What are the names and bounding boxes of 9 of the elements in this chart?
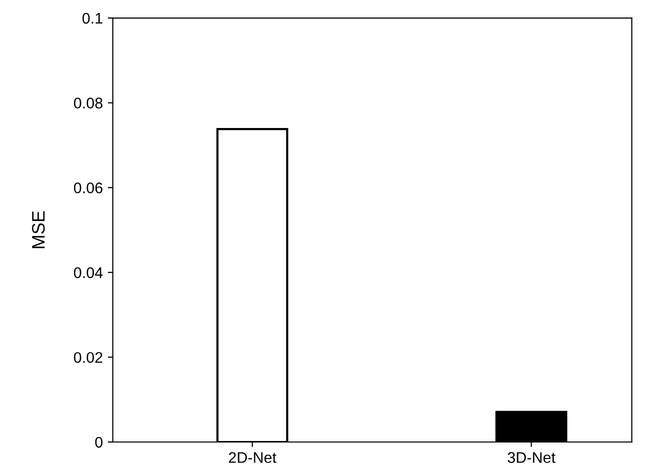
y-axis-title: MSE bbox=[32, 211, 45, 248]
y-tick-label: 0.08 bbox=[74, 98, 102, 108]
y-tick-label: 0.1 bbox=[82, 12, 102, 24]
y-tick-label: 0 bbox=[95, 436, 102, 448]
x-tick-label: 3D-Net bbox=[508, 452, 556, 463]
y-tick-label: 0.04 bbox=[74, 267, 103, 278]
y-tick-label: 0.02 bbox=[74, 352, 102, 363]
y-tick-label: 0.06 bbox=[74, 182, 102, 194]
x-tick-label: 2D-Net bbox=[228, 452, 276, 463]
